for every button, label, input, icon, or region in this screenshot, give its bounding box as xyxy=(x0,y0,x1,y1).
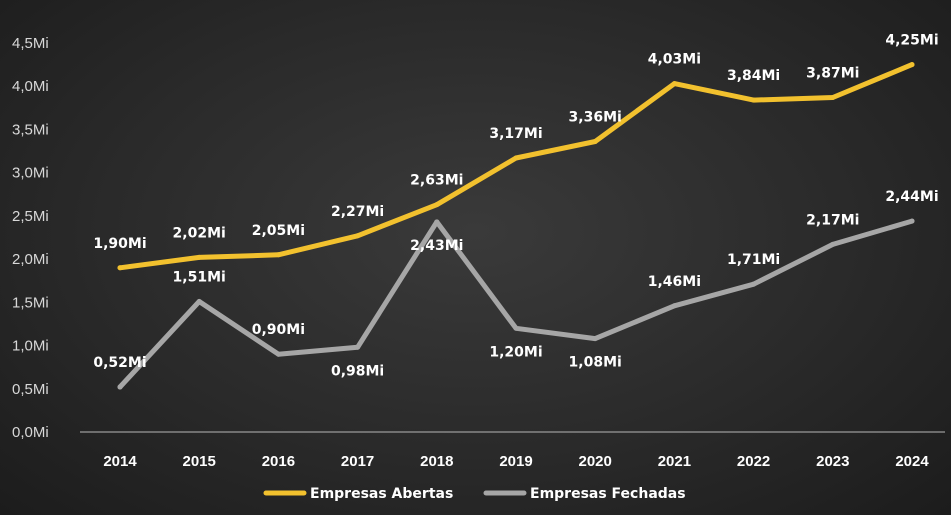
data-point xyxy=(355,344,361,350)
x-tick-label: 2017 xyxy=(341,453,374,470)
data-point xyxy=(751,97,757,103)
y-tick-label: 1,0Mi xyxy=(12,338,49,355)
data-label: 1,90Mi xyxy=(93,236,146,252)
x-tick-label: 2020 xyxy=(579,453,612,470)
data-label: 0,52Mi xyxy=(93,355,146,371)
data-label: 1,71Mi xyxy=(727,252,780,268)
data-point xyxy=(830,241,836,247)
x-tick-label: 2019 xyxy=(499,453,532,470)
data-point xyxy=(671,303,677,309)
data-point xyxy=(830,94,836,100)
legend-label: Empresas Abertas xyxy=(310,486,453,502)
data-point xyxy=(592,139,598,145)
x-tick-label: 2016 xyxy=(262,453,295,470)
data-label: 2,44Mi xyxy=(885,189,938,205)
y-tick-label: 2,0Mi xyxy=(12,251,49,268)
data-point xyxy=(275,252,281,258)
data-point xyxy=(434,219,440,225)
y-tick-label: 4,5Mi xyxy=(12,35,49,52)
data-point xyxy=(275,351,281,357)
legend-label: Empresas Fechadas xyxy=(530,486,686,502)
data-label: 2,05Mi xyxy=(252,223,305,239)
x-tick-label: 2023 xyxy=(816,453,849,470)
data-point xyxy=(434,202,440,208)
data-label: 3,17Mi xyxy=(489,126,542,142)
data-label: 2,43Mi xyxy=(410,238,463,254)
data-point xyxy=(751,281,757,287)
x-tick-label: 2015 xyxy=(183,453,216,470)
data-point xyxy=(513,155,519,161)
x-tick-label: 2014 xyxy=(103,453,137,470)
data-point xyxy=(909,218,915,224)
data-point xyxy=(196,298,202,304)
data-label: 2,17Mi xyxy=(806,212,859,228)
x-tick-label: 2024 xyxy=(895,453,929,470)
data-point xyxy=(909,62,915,68)
data-point xyxy=(671,81,677,87)
y-tick-label: 0,0Mi xyxy=(12,424,49,441)
data-label: 1,46Mi xyxy=(648,274,701,290)
data-point xyxy=(592,336,598,342)
data-point xyxy=(513,325,519,331)
series-line-empresas-fechadas xyxy=(117,218,915,390)
data-label: 2,27Mi xyxy=(331,204,384,220)
data-point xyxy=(117,384,123,390)
data-label: 3,36Mi xyxy=(569,110,622,126)
data-label: 3,84Mi xyxy=(727,68,780,84)
series-line-empresas-abertas xyxy=(117,62,915,271)
y-tick-label: 3,5Mi xyxy=(12,121,49,138)
data-point xyxy=(117,265,123,271)
data-label: 1,51Mi xyxy=(173,269,226,285)
y-tick-label: 2,5Mi xyxy=(12,208,49,225)
y-tick-label: 3,0Mi xyxy=(12,165,49,182)
data-label: 0,90Mi xyxy=(252,322,305,338)
data-label: 1,08Mi xyxy=(569,355,622,371)
x-tick-label: 2018 xyxy=(420,453,453,470)
data-label: 2,63Mi xyxy=(410,173,463,189)
data-label: 4,25Mi xyxy=(885,33,938,49)
data-label: 1,20Mi xyxy=(489,344,542,360)
x-tick-label: 2021 xyxy=(658,453,691,470)
data-label: 4,03Mi xyxy=(648,52,701,68)
data-label: 3,87Mi xyxy=(806,65,859,81)
y-tick-label: 0,5Mi xyxy=(12,381,49,398)
data-point xyxy=(196,254,202,260)
data-label: 0,98Mi xyxy=(331,363,384,379)
y-tick-label: 1,5Mi xyxy=(12,294,49,311)
data-label: 2,02Mi xyxy=(173,225,226,241)
x-tick-label: 2022 xyxy=(737,453,770,470)
data-point xyxy=(355,233,361,239)
y-tick-label: 4,0Mi xyxy=(12,78,49,95)
